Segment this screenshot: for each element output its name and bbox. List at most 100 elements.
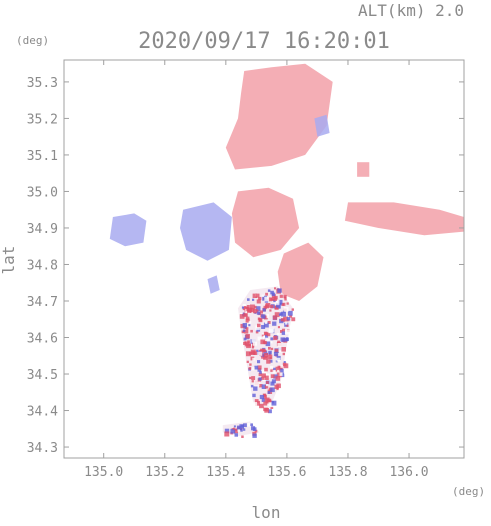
speckle: [265, 341, 271, 347]
speckle: [260, 339, 266, 345]
y-axis: 34.3 34.4 34.5 34.6 34.7 34.8 34.9 35.0 35.1 35.2…: [27, 76, 464, 456]
y-tick-label: 34.6: [27, 332, 58, 347]
speckle: [259, 371, 262, 374]
x-tick-label: 135.0: [84, 465, 123, 480]
speckle: [246, 343, 251, 349]
speckle: [284, 296, 287, 299]
speckle: [264, 397, 270, 403]
speckle: [251, 367, 255, 371]
speckle: [255, 330, 259, 334]
speckle: [271, 292, 276, 297]
speckle: [258, 296, 262, 301]
speckle: [258, 372, 262, 377]
y-tick-label: 35.3: [27, 76, 58, 91]
speckle: [265, 292, 268, 296]
speckle: [283, 361, 286, 364]
speckle: [266, 332, 271, 337]
speckle: [287, 310, 293, 316]
speckle: [273, 299, 276, 303]
speckle: [270, 381, 275, 386]
speckle: [268, 329, 273, 334]
speckle: [260, 376, 265, 380]
speckle: [280, 368, 284, 373]
speckle: [267, 391, 271, 394]
x-axis-label: lon: [252, 503, 281, 521]
speckle: [281, 372, 285, 375]
y-unit-label: (deg): [16, 34, 49, 47]
speckle: [258, 377, 262, 381]
speckle: [276, 372, 282, 378]
speckle: [270, 368, 274, 372]
speckle: [254, 429, 258, 433]
speckle: [263, 322, 269, 328]
speckle: [281, 311, 286, 317]
speckle: [255, 293, 260, 298]
speckle: [240, 429, 243, 432]
speckle: [273, 367, 276, 371]
speckle: [283, 316, 288, 322]
speckle: [278, 347, 284, 353]
echo-region-small-blue-2: [314, 114, 330, 137]
echo-region-east-pink: [344, 202, 464, 236]
speckle: [250, 384, 254, 388]
speckle: [263, 341, 267, 345]
speckle: [269, 366, 274, 370]
speckle: [247, 340, 250, 343]
speckle: [274, 287, 277, 290]
speckle: [256, 311, 261, 315]
speckle: [239, 314, 245, 319]
speckle: [236, 425, 242, 431]
speckle: [254, 305, 257, 309]
speckle: [252, 298, 255, 301]
speckle: [264, 375, 269, 380]
speckle: [251, 339, 256, 343]
speckle: [258, 318, 262, 322]
speckle: [258, 349, 262, 353]
speckle: [284, 322, 289, 327]
speckle: [273, 335, 278, 341]
speckle: [270, 406, 274, 409]
speckle: [271, 379, 276, 384]
speckle: [274, 299, 280, 305]
y-tick-label: 34.3: [27, 441, 58, 456]
speckle: [242, 304, 246, 308]
speckle: [266, 383, 269, 387]
speckle: [259, 403, 264, 409]
speckle: [281, 331, 286, 335]
speckle: [278, 313, 282, 316]
y-tick-label: 35.1: [27, 149, 58, 164]
speckle: [247, 308, 252, 313]
speckle: [251, 426, 256, 431]
speckle: [264, 321, 268, 324]
speckle: [271, 294, 276, 299]
speckle: [251, 376, 256, 380]
speckle: [248, 366, 252, 370]
speckle: [264, 296, 269, 302]
y-tick-label: 35.2: [27, 112, 58, 127]
speckle: [272, 298, 275, 301]
speckle: [263, 355, 268, 360]
speckle: [269, 309, 272, 312]
speckle: [264, 367, 268, 372]
speckle: [261, 369, 267, 375]
speckle: [278, 299, 283, 305]
speckle: [270, 347, 274, 351]
speckle: [250, 329, 253, 333]
speckle: [245, 316, 250, 321]
speckle: [244, 329, 249, 334]
speckle: [280, 318, 284, 322]
speckle: [265, 304, 269, 309]
speckle: [283, 363, 289, 369]
speckle: [263, 401, 268, 406]
speckle: [272, 321, 277, 326]
speckle: [257, 336, 262, 341]
speckle: [284, 298, 287, 301]
speckle: [251, 346, 254, 349]
speckle: [258, 351, 263, 356]
speckle: [286, 324, 289, 327]
x-unit-label: (deg): [452, 485, 485, 498]
speckle: [245, 318, 250, 323]
speckle: [277, 370, 280, 373]
speckle: [241, 306, 245, 309]
speckle: [254, 365, 259, 370]
